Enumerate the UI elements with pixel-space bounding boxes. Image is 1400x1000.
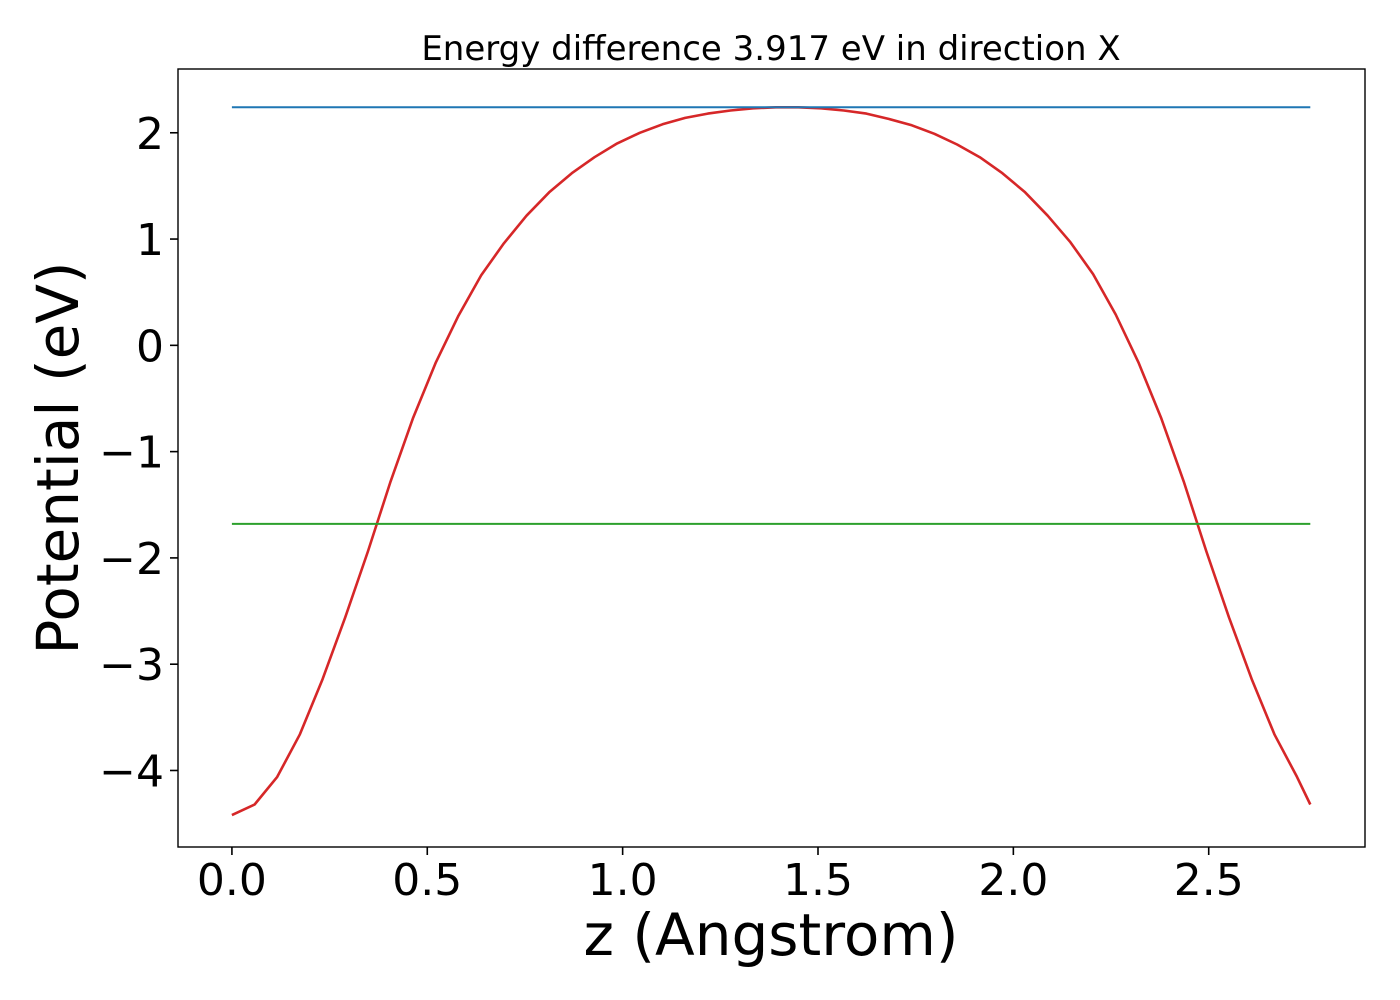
y-tick-label: 0: [136, 321, 164, 372]
y-axis-label: Potential (eV): [24, 261, 92, 654]
y-tick-label: −1: [99, 428, 164, 479]
x-axis-label: z (Angstrom): [584, 901, 959, 969]
x-tick-label: 1.0: [588, 855, 658, 906]
x-tick-label: 2.5: [1174, 855, 1244, 906]
series-layer: [231, 106, 1312, 817]
y-axis: 2 1 0 −1 −2 −3 −4: [99, 109, 178, 797]
x-tick-label: 1.5: [783, 855, 853, 906]
chart-title: Energy difference 3.917 eV in direction …: [421, 29, 1120, 69]
y-tick-label: −4: [99, 746, 164, 797]
y-tick-label: 2: [136, 109, 164, 160]
x-tick-label: 0.0: [197, 855, 267, 906]
y-tick-label: −3: [99, 640, 164, 691]
x-axis: 0.0 0.5 1.0 1.5 2.0 2.5: [197, 847, 1244, 906]
x-tick-label: 2.0: [978, 855, 1048, 906]
x-tick-label: 0.5: [392, 855, 462, 906]
y-tick-label: −2: [99, 534, 164, 585]
series-line-0: [231, 106, 1312, 817]
plot-frame: [177, 68, 1366, 848]
y-tick-label: 1: [136, 215, 164, 266]
